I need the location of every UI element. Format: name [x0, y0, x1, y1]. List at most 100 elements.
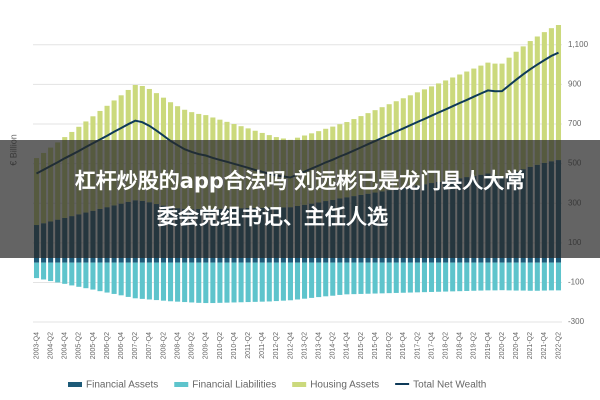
bar [457, 262, 463, 292]
bar [238, 262, 244, 303]
bar [189, 262, 195, 303]
bar [443, 80, 449, 181]
bar [83, 262, 89, 289]
bar [69, 262, 75, 286]
y-tick-label: -300 [568, 317, 585, 326]
bar [175, 262, 181, 302]
bar [111, 262, 117, 294]
x-tick-label: 2013-Q4 [316, 332, 323, 359]
bar [118, 262, 124, 296]
bar [464, 71, 470, 178]
bar [555, 262, 562, 291]
x-tick-label: 2018-Q4 [457, 332, 464, 359]
bar [62, 262, 68, 284]
bar [450, 262, 456, 292]
bar [41, 262, 47, 280]
bar [506, 57, 512, 175]
legend-label: Financial Assets [86, 380, 158, 391]
bar [323, 262, 329, 297]
bar [153, 262, 159, 301]
bar [316, 262, 322, 298]
bar [457, 74, 463, 179]
bar [231, 262, 237, 303]
bar [203, 262, 209, 304]
bar [245, 262, 251, 303]
bar [55, 262, 61, 283]
x-tick-label: 2012-Q4 [287, 332, 294, 359]
bar [499, 262, 505, 291]
bar [344, 262, 350, 295]
bar [421, 89, 427, 185]
legend-label: Financial Liabilities [192, 380, 276, 391]
bar [393, 262, 399, 293]
bar [548, 28, 554, 162]
bar [287, 262, 293, 301]
bar [252, 262, 258, 302]
bar [146, 262, 152, 300]
bar [182, 262, 188, 303]
legend-label: Total Net Wealth [413, 380, 486, 391]
banner-text: 委会党组书记、主任人选 [156, 205, 388, 229]
banner-text: 杠杆炒股的app合法吗 刘远彬已是龙门县人大常 [75, 169, 526, 193]
x-tick-label: 2021-Q2 [527, 332, 534, 359]
x-tick-label: 2021-Q4 [541, 332, 548, 359]
x-tick-label: 2017-Q2 [414, 332, 421, 359]
bar [436, 262, 442, 292]
x-tick-label: 2011-Q4 [259, 332, 266, 359]
bar [513, 262, 519, 291]
bar [358, 262, 364, 294]
bar [337, 262, 343, 295]
bar [33, 262, 40, 279]
bar [541, 262, 547, 291]
bar [97, 262, 103, 292]
x-tick-label: 2012-Q2 [273, 332, 280, 359]
bar [132, 262, 138, 299]
bar [302, 262, 308, 299]
x-tick-label: 2011-Q2 [245, 332, 252, 359]
bar [527, 262, 533, 291]
bar [478, 262, 484, 291]
bar [168, 262, 174, 302]
x-tick-label: 2022-Q2 [555, 332, 562, 359]
bar [414, 92, 420, 186]
bar [436, 83, 442, 182]
legend-swatch [395, 383, 410, 385]
bar [478, 65, 484, 175]
bar [471, 262, 477, 291]
x-tick-label: 2009-Q2 [189, 332, 196, 359]
y-tick-label: 900 [568, 80, 582, 89]
x-tick-label: 2020-Q2 [499, 332, 506, 359]
bar [520, 262, 526, 291]
bar [407, 262, 413, 293]
x-tick-label: 2008-Q4 [174, 332, 181, 359]
x-tick-label: 2018-Q2 [442, 332, 449, 359]
x-tick-label: 2009-Q4 [203, 332, 210, 359]
bar [421, 262, 427, 293]
x-tick-label: 2008-Q2 [160, 332, 167, 359]
legend-swatch [68, 382, 82, 387]
x-tick-label: 2010-Q2 [217, 332, 224, 359]
bar [443, 262, 449, 292]
bar [365, 262, 371, 294]
x-tick-label: 2015-Q2 [358, 332, 365, 359]
x-tick-label: 2007-Q2 [132, 332, 139, 359]
bar [309, 262, 315, 298]
x-tick-label: 2010-Q4 [231, 332, 238, 359]
bar [330, 262, 336, 296]
y-tick-label: 1,100 [568, 40, 589, 49]
bar [48, 262, 54, 282]
x-tick-label: 2016-Q4 [400, 332, 407, 359]
bar [534, 36, 540, 165]
x-tick-label: 2017-Q4 [428, 332, 435, 359]
bar [372, 262, 378, 294]
bar [139, 262, 145, 299]
y-tick-label: -100 [568, 278, 585, 287]
x-tick-label: 2016-Q2 [386, 332, 393, 359]
bar [259, 262, 265, 302]
bar [506, 262, 512, 291]
bar [125, 262, 131, 297]
x-tick-label: 2014-Q4 [344, 332, 351, 359]
bar [485, 262, 491, 291]
x-tick-label: 2006-Q4 [118, 332, 125, 359]
x-tick-label: 2013-Q2 [301, 332, 308, 359]
